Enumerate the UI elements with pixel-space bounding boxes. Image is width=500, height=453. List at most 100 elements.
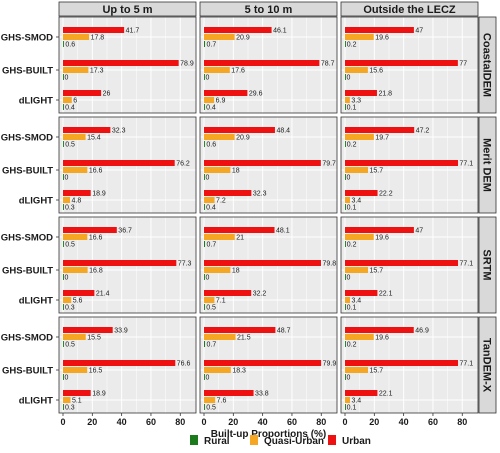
- data-label-quasi-urban: 16.6: [89, 235, 103, 242]
- data-label-urban: 29.6: [249, 91, 263, 98]
- bar-quasi-urban: [204, 334, 236, 340]
- panel-border: [340, 116, 479, 214]
- panel-border: [340, 216, 479, 314]
- bar-urban: [63, 27, 125, 33]
- data-label-rural: 0.3: [65, 405, 75, 412]
- bar-urban: [63, 160, 175, 166]
- bar-rural: [204, 204, 205, 210]
- data-label-quasi-urban: 15.6: [369, 68, 383, 75]
- data-label-quasi-urban: 15.7: [370, 368, 384, 375]
- bar-rural: [204, 404, 205, 410]
- bar-quasi-urban: [345, 134, 374, 140]
- x-tick-label: 60: [146, 417, 156, 427]
- bar-urban: [345, 290, 378, 296]
- data-label-quasi-urban: 18.3: [232, 368, 246, 375]
- bar-quasi-urban: [63, 34, 90, 40]
- bar-quasi-urban: [345, 297, 350, 303]
- y-tick-label-ghs-built: GHS-BUILT: [2, 166, 53, 177]
- y-tick-label-ghs-smod: GHS-SMOD: [1, 33, 53, 44]
- data-label-urban: 22.2: [379, 191, 393, 198]
- y-tick-label-ghs-smod: GHS-SMOD: [1, 333, 53, 344]
- bar-urban: [204, 160, 321, 166]
- bar-quasi-urban: [204, 34, 235, 40]
- data-label-urban: 48.4: [276, 128, 290, 135]
- data-label-rural: 0.1: [347, 405, 357, 412]
- data-label-urban: 32.3: [253, 191, 267, 198]
- data-label-urban: 21.4: [96, 291, 110, 298]
- bar-rural: [345, 374, 346, 380]
- data-label-urban: 77: [459, 61, 467, 68]
- x-tick-label: 80: [316, 417, 326, 427]
- row-strip-tandem-x: [478, 316, 497, 414]
- data-label-rural: 0: [206, 75, 210, 82]
- data-label-quasi-urban: 15.5: [87, 335, 101, 342]
- data-label-quasi-urban: 19.6: [375, 235, 389, 242]
- bar-rural: [204, 141, 205, 147]
- bar-quasi-urban: [63, 234, 88, 240]
- row-strip-merit-dem: [478, 116, 497, 214]
- y-tick-label-ghs-built: GHS-BUILT: [2, 66, 53, 77]
- data-label-quasi-urban: 5.6: [73, 298, 83, 305]
- data-label-rural: 0: [65, 375, 69, 382]
- bar-rural: [63, 341, 64, 347]
- data-label-rural: 0: [347, 175, 351, 182]
- bar-quasi-urban: [63, 334, 86, 340]
- data-label-rural: 0: [206, 275, 210, 282]
- data-label-quasi-urban: 4.8: [72, 198, 82, 205]
- bar-quasi-urban: [63, 197, 71, 203]
- data-label-rural: 0: [65, 75, 69, 82]
- row-strip-label-merit-dem: Merit DEM: [481, 138, 493, 192]
- data-label-urban: 77.3: [178, 261, 192, 268]
- panel-border: [199, 16, 338, 114]
- data-label-rural: 0.7: [207, 342, 217, 349]
- bar-rural: [204, 374, 205, 380]
- data-label-rural: 0.5: [65, 242, 75, 249]
- data-label-rural: 0.4: [206, 205, 216, 212]
- row-strip-label-tandem-x: TanDEM-X: [481, 338, 493, 393]
- bar-rural: [63, 141, 64, 147]
- data-label-urban: 76.6: [177, 361, 191, 368]
- bar-rural: [345, 404, 346, 410]
- legend-swatch-rural: [190, 435, 198, 445]
- bar-rural: [63, 374, 64, 380]
- data-label-rural: 0: [206, 175, 210, 182]
- data-label-quasi-urban: 17.8: [91, 35, 105, 42]
- data-label-rural: 0.6: [206, 142, 216, 149]
- bar-quasi-urban: [204, 67, 230, 73]
- bar-rural: [345, 74, 346, 80]
- data-label-quasi-urban: 18: [232, 168, 240, 175]
- bar-rural: [345, 274, 346, 280]
- y-tick-label-ghs-smod: GHS-SMOD: [1, 133, 53, 144]
- bar-quasi-urban: [204, 267, 231, 273]
- y-tick-label-ghs-built: GHS-BUILT: [2, 366, 53, 377]
- bar-urban: [345, 390, 378, 396]
- bar-urban: [63, 60, 179, 66]
- bar-rural: [345, 241, 346, 247]
- bar-urban: [204, 127, 275, 133]
- panel-border: [340, 16, 479, 114]
- data-label-quasi-urban: 15.7: [370, 168, 384, 175]
- facet-strip-label-up-to-5-m: Up to 5 m: [102, 4, 152, 16]
- bar-quasi-urban: [63, 297, 72, 303]
- bar-quasi-urban: [204, 197, 215, 203]
- bar-urban: [204, 327, 276, 333]
- x-tick-label: 20: [87, 417, 97, 427]
- bar-rural: [63, 304, 64, 310]
- y-tick-label-dlight: dLIGHT: [19, 196, 53, 207]
- data-label-urban: 79.7: [322, 161, 336, 168]
- data-label-quasi-urban: 3.4: [351, 398, 361, 405]
- bar-rural: [63, 74, 64, 80]
- bar-rural: [204, 74, 205, 80]
- bar-rural: [345, 41, 346, 47]
- panel-border: [199, 216, 338, 314]
- bar-quasi-urban: [204, 367, 231, 373]
- y-tick-label-dlight: dLIGHT: [19, 296, 53, 307]
- data-label-rural: 0: [65, 275, 69, 282]
- data-label-rural: 0.5: [206, 405, 216, 412]
- data-label-quasi-urban: 21: [236, 235, 244, 242]
- data-label-quasi-urban: 16.8: [89, 268, 103, 275]
- data-label-quasi-urban: 15.7: [370, 268, 384, 275]
- data-label-quasi-urban: 18: [232, 268, 240, 275]
- y-tick-label-dlight: dLIGHT: [19, 96, 53, 107]
- bar-quasi-urban: [345, 67, 368, 73]
